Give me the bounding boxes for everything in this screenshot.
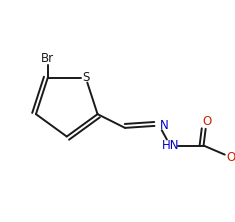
Text: HN: HN <box>161 139 179 152</box>
Text: O: O <box>202 115 211 129</box>
Text: O: O <box>226 151 235 164</box>
Text: S: S <box>82 71 90 84</box>
Text: Br: Br <box>41 52 54 65</box>
Text: N: N <box>159 119 168 132</box>
